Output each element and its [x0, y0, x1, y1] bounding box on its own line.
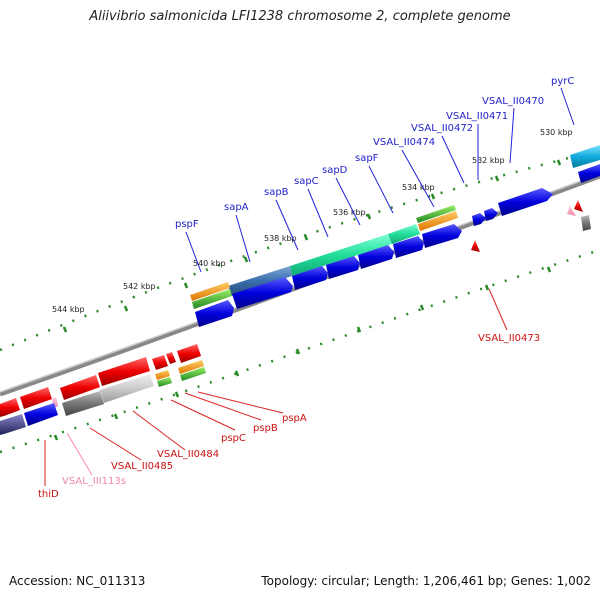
label-VSAL_II0474: VSAL_II0474: [373, 137, 435, 148]
accession-text: Accession: NC_011313: [9, 574, 146, 588]
label-pyrC: pyrC: [551, 76, 574, 87]
label-leader-rna: [66, 432, 93, 476]
label-sapA: sapA: [224, 202, 249, 213]
gene-navy[interactable]: [0, 414, 26, 435]
label-leaders-bottom: [44, 288, 508, 486]
gene-sapC[interactable]: [416, 205, 456, 223]
gene-cds-fwd[interactable]: [326, 256, 360, 279]
label-VSAL_II0473: VSAL_II0473: [478, 333, 540, 344]
label-leaders-top: [185, 87, 575, 273]
gene-VSAL_II0473[interactable]: [471, 240, 480, 252]
gene-pspF-green[interactable]: [192, 289, 232, 309]
gene-cds-rev[interactable]: [152, 355, 168, 370]
gene-small-grey[interactable]: [581, 215, 591, 231]
gene-cds-rev[interactable]: [177, 344, 201, 363]
gene-cds-fwd[interactable]: [358, 245, 394, 269]
gene-grey[interactable]: [62, 391, 104, 416]
gene-green-rev[interactable]: [180, 367, 206, 381]
label-sapF: sapF: [355, 153, 379, 164]
label-sapC: sapC: [294, 176, 319, 187]
gene-small-red[interactable]: [574, 200, 583, 212]
label-VSAL_II0484: VSAL_II0484: [157, 449, 219, 460]
label-pspB: pspB: [253, 423, 278, 434]
forward-features: [190, 145, 600, 327]
label-VSAL_II0471: VSAL_II0471: [446, 111, 508, 122]
gene-sapA[interactable]: [290, 234, 392, 276]
label-VSAL_II0470: VSAL_II0470: [482, 96, 544, 107]
major-ticks: [62, 159, 562, 333]
gene-orange-rev[interactable]: [155, 370, 170, 380]
reverse-features: [0, 344, 206, 435]
tick-label: 530 kbp: [540, 128, 573, 137]
genome-summary-text: Topology: circular; Length: 1,206,461 bp…: [261, 574, 591, 588]
gene-cds-fwd[interactable]: [195, 300, 234, 327]
tick-label: 538 kbp: [264, 234, 297, 243]
gene-cds-fwd[interactable]: [232, 277, 293, 309]
tick-label: 544 kbp: [52, 305, 85, 314]
gene-small-pink[interactable]: [567, 206, 576, 216]
label-VSAL_II0485: VSAL_II0485: [111, 461, 173, 472]
gene-orange-rev[interactable]: [178, 360, 204, 374]
label-sapB: sapB: [264, 187, 289, 198]
gene-cds-fwd[interactable]: [422, 224, 462, 248]
gene-cds-fwd[interactable]: [393, 236, 424, 258]
gene-pyrC[interactable]: [570, 145, 600, 168]
tick-label: 542 kbp: [123, 282, 156, 291]
gene-cds-fwd-low[interactable]: [24, 403, 58, 426]
label-thiD: thiD: [38, 489, 59, 500]
label-VSAL_III113s: VSAL_III113s: [62, 476, 126, 487]
inner-major-ticks: [53, 266, 552, 441]
tick-label: 534 kbp: [402, 183, 435, 192]
tick-label: 536 kbp: [333, 208, 366, 217]
label-pspF: pspF: [175, 219, 199, 230]
gene-cds-rev[interactable]: [60, 375, 100, 400]
label-VSAL_II0472: VSAL_II0472: [411, 123, 473, 134]
label-pspC: pspC: [221, 433, 246, 444]
gene-cds-fwd[interactable]: [292, 266, 328, 290]
label-pspA: pspA: [282, 413, 307, 424]
gene-cds-rev[interactable]: [20, 387, 52, 409]
gene-light[interactable]: [100, 374, 154, 403]
label-sapD: sapD: [322, 165, 348, 176]
gene-cds-rev[interactable]: [98, 357, 150, 386]
gene-pspF-orange[interactable]: [190, 282, 230, 301]
gene-cds-rev[interactable]: [0, 398, 20, 417]
gene-sapC-b[interactable]: [418, 211, 458, 231]
gene-pspF[interactable]: [228, 266, 292, 296]
gene-cds-rev[interactable]: [166, 352, 176, 364]
gene-cds-fwd[interactable]: [472, 213, 486, 226]
gene-cds-fwd[interactable]: [484, 208, 498, 221]
map-title: Aliivibrio salmonicida LFI1238 chromosom…: [89, 9, 511, 24]
gene-cds-fwd[interactable]: [578, 164, 600, 183]
tick-label: 532 kbp: [472, 156, 505, 165]
gene-sapB[interactable]: [388, 224, 420, 244]
gene-cds-fwd[interactable]: [498, 188, 553, 216]
tick-label: 540 kbp: [193, 259, 226, 268]
gene-green-rev[interactable]: [157, 377, 172, 387]
